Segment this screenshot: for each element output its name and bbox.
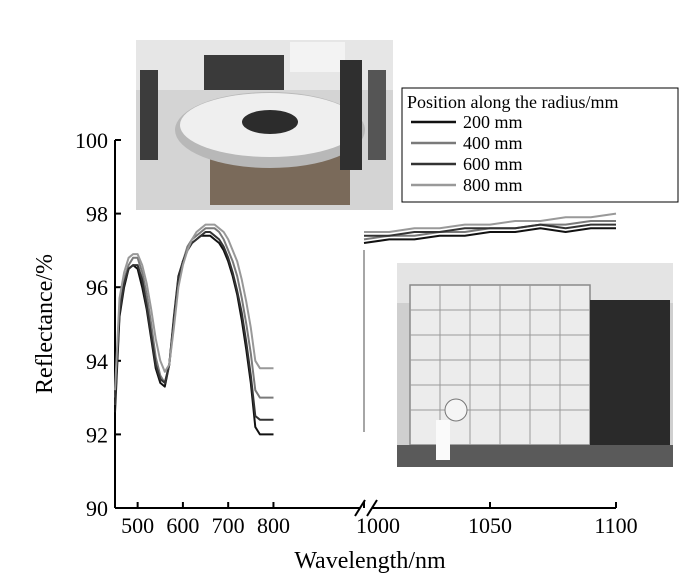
y-tick-label: 98 bbox=[86, 202, 108, 227]
y-tick-label: 94 bbox=[86, 349, 108, 374]
x-tick-label: 600 bbox=[166, 513, 199, 538]
legend-title: Position along the radius/mm bbox=[407, 92, 619, 112]
axes bbox=[114, 140, 616, 517]
series-line-800-mm-right bbox=[364, 212, 617, 233]
axis-break-mark-2 bbox=[366, 499, 378, 517]
x-axis-ticks: 500 600 700 800 1000 1050 1100 bbox=[121, 502, 638, 538]
legend-entry-label: 400 mm bbox=[463, 133, 523, 153]
y-tick-label: 100 bbox=[75, 128, 108, 153]
series-line-800-mm-left bbox=[114, 223, 274, 391]
y-tick-label: 90 bbox=[86, 496, 108, 521]
x-tick-label: 1100 bbox=[594, 513, 637, 538]
y-axis-ticks: 90 92 94 96 98 100 bbox=[75, 128, 121, 521]
series-line-600-mm-right bbox=[364, 223, 616, 237]
x-tick-label: 1050 bbox=[468, 513, 512, 538]
series-line-200-mm-left bbox=[114, 234, 274, 436]
y-tick-label: 96 bbox=[86, 275, 108, 300]
x-tick-label: 700 bbox=[212, 513, 245, 538]
series-line-600-mm-left bbox=[114, 231, 274, 421]
legend-entry-label: 200 mm bbox=[463, 112, 523, 132]
x-tick-label: 1000 bbox=[356, 513, 400, 538]
x-tick-label: 800 bbox=[257, 513, 290, 538]
x-axis-title: Wavelength/nm bbox=[294, 548, 446, 574]
legend-box bbox=[401, 87, 679, 203]
y-tick-label: 92 bbox=[86, 422, 108, 447]
legend-entry-label: 600 mm bbox=[463, 154, 523, 174]
series-line-200-mm-right bbox=[363, 227, 616, 244]
legend-entry-label: 800 mm bbox=[463, 175, 523, 195]
x-tick-label: 500 bbox=[121, 513, 154, 538]
series-lines bbox=[114, 212, 617, 436]
mirror-photo bbox=[136, 40, 393, 210]
y-axis-title: Reflectance/% bbox=[32, 254, 58, 394]
chamber-photo bbox=[397, 263, 673, 467]
